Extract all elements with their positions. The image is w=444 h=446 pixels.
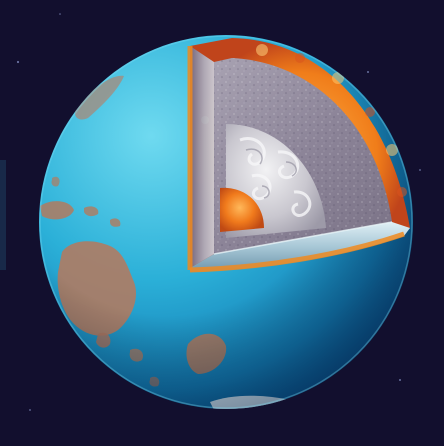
inner-core (220, 187, 264, 232)
outer-core-shadow-lines (245, 148, 297, 199)
crust-rim-bottom (189, 231, 405, 273)
atmosphere-rim (39, 35, 413, 409)
cutaway (187, 38, 410, 273)
cut-wall-vertical (190, 46, 214, 268)
globe (39, 35, 413, 409)
edge-artifact (0, 160, 6, 270)
cut-plane-horizontal (190, 222, 410, 272)
cut-edge (213, 221, 393, 255)
stars (16, 13, 421, 411)
